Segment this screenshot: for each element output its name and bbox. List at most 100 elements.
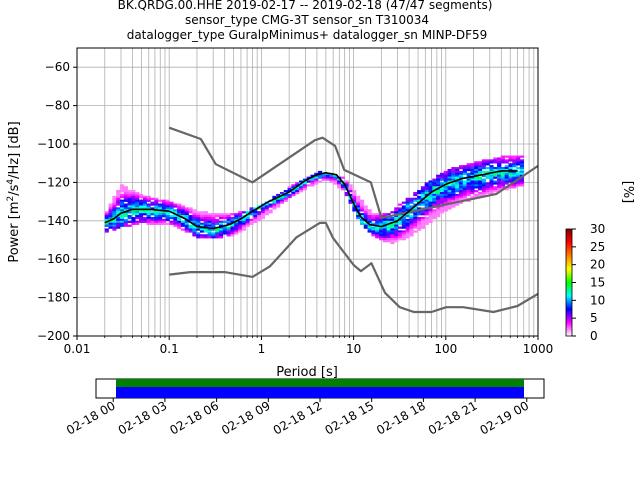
psd-cell: [470, 172, 475, 176]
psd-cell: [356, 195, 361, 199]
psd-cell: [458, 180, 464, 183]
psd-cell: [127, 190, 132, 193]
psd-cell: [226, 226, 231, 229]
psd-cell: [264, 203, 269, 206]
y-label-part-4: 4: [6, 179, 16, 185]
psd-cell: [451, 188, 456, 191]
psd-cell: [123, 199, 128, 202]
psd-cell: [123, 193, 128, 197]
psd-cell: [203, 234, 208, 237]
y-tick-label: −100: [37, 137, 70, 151]
psd-cell: [230, 220, 235, 224]
psd-cell: [409, 234, 414, 237]
psd-cell: [489, 188, 494, 191]
y-axis-label: Power [m2/s4/Hz] [dB]: [6, 121, 22, 262]
psd-cell: [489, 170, 494, 174]
psd-cell: [180, 222, 186, 225]
psd-cell: [219, 220, 224, 224]
psd-cell: [325, 178, 330, 181]
psd-cell: [238, 213, 243, 216]
psd-cell: [470, 165, 475, 168]
psd-cell: [207, 228, 212, 231]
psd-cell: [420, 211, 425, 214]
psd-cell: [112, 213, 117, 216]
psd-cell: [394, 230, 399, 233]
psd-cell: [131, 211, 136, 214]
psd-cell: [139, 213, 144, 216]
psd-cell: [466, 180, 471, 183]
psd-cell: [386, 238, 391, 241]
psd-cell: [219, 215, 224, 218]
psd-cell: [470, 188, 475, 191]
psd-cell: [119, 203, 125, 206]
psd-cell: [439, 190, 445, 193]
psd-cell: [108, 216, 113, 220]
psd-cell: [390, 226, 395, 229]
psd-cell: [188, 209, 193, 212]
psd-cell: [154, 218, 159, 222]
psd-cell: [436, 186, 441, 189]
psd-cell: [478, 165, 483, 168]
psd-cell: [401, 207, 406, 210]
psd-cell: [367, 220, 372, 224]
psd-cell: [123, 197, 128, 200]
psd-cell: [230, 218, 235, 222]
psd-cell: [310, 174, 315, 177]
psd-cell: [508, 174, 513, 177]
psd-cell: [139, 216, 144, 220]
psd-cell: [371, 216, 376, 220]
psd-cell: [245, 215, 250, 218]
psd-cell: [291, 193, 296, 197]
psd-cell: [348, 201, 353, 204]
psd-cell: [428, 218, 433, 222]
psd-cell: [169, 216, 174, 220]
psd-cell: [398, 209, 403, 212]
availability-available: [116, 379, 524, 387]
psd-cell: [443, 170, 448, 174]
x-tick-label: 100: [434, 342, 457, 356]
x-tick-label: 1000: [523, 342, 554, 356]
psd-cell: [466, 174, 471, 177]
psd-cell: [219, 230, 224, 233]
psd-cell: [481, 170, 486, 174]
psd-cell: [268, 203, 273, 206]
psd-cell: [241, 222, 246, 225]
psd-cell: [276, 203, 281, 206]
psd-cell: [428, 209, 433, 212]
availability-tick-label: 02-18 06: [167, 398, 221, 437]
psd-cell: [108, 209, 113, 212]
psd-cell: [203, 216, 208, 220]
psd-cell: [230, 226, 235, 229]
psd-cell: [519, 159, 525, 162]
psd-cell: [260, 213, 266, 216]
psd-cell: [123, 192, 128, 195]
psd-cell: [493, 176, 498, 179]
psd-cell: [116, 226, 121, 229]
psd-cell: [150, 197, 155, 200]
psd-cell: [222, 228, 227, 231]
noise-model-upper-line: [168, 126, 539, 219]
psd-cell: [226, 228, 231, 231]
psd-cell: [226, 218, 231, 222]
psd-cell: [420, 224, 425, 227]
psd-cell: [123, 222, 128, 225]
psd-cell: [462, 193, 467, 197]
psd-cell: [180, 211, 186, 214]
psd-cell: [318, 176, 323, 179]
psd-cell: [443, 184, 448, 187]
availability-tick-label: 02-18 09: [219, 398, 273, 437]
psd-cell: [123, 224, 128, 227]
psd-cell: [314, 182, 319, 185]
psd-cell: [123, 203, 128, 206]
psd-cell: [474, 195, 479, 199]
psd-cell: [394, 238, 399, 241]
psd-cell: [363, 211, 368, 214]
psd-cell: [131, 205, 136, 208]
psd-cell: [150, 211, 155, 214]
psd-cell: [432, 209, 437, 212]
psd-cell: [241, 228, 246, 231]
psd-cell: [112, 215, 117, 218]
psd-cell: [500, 186, 505, 189]
psd-cell: [516, 155, 521, 158]
psd-cell: [196, 222, 201, 225]
